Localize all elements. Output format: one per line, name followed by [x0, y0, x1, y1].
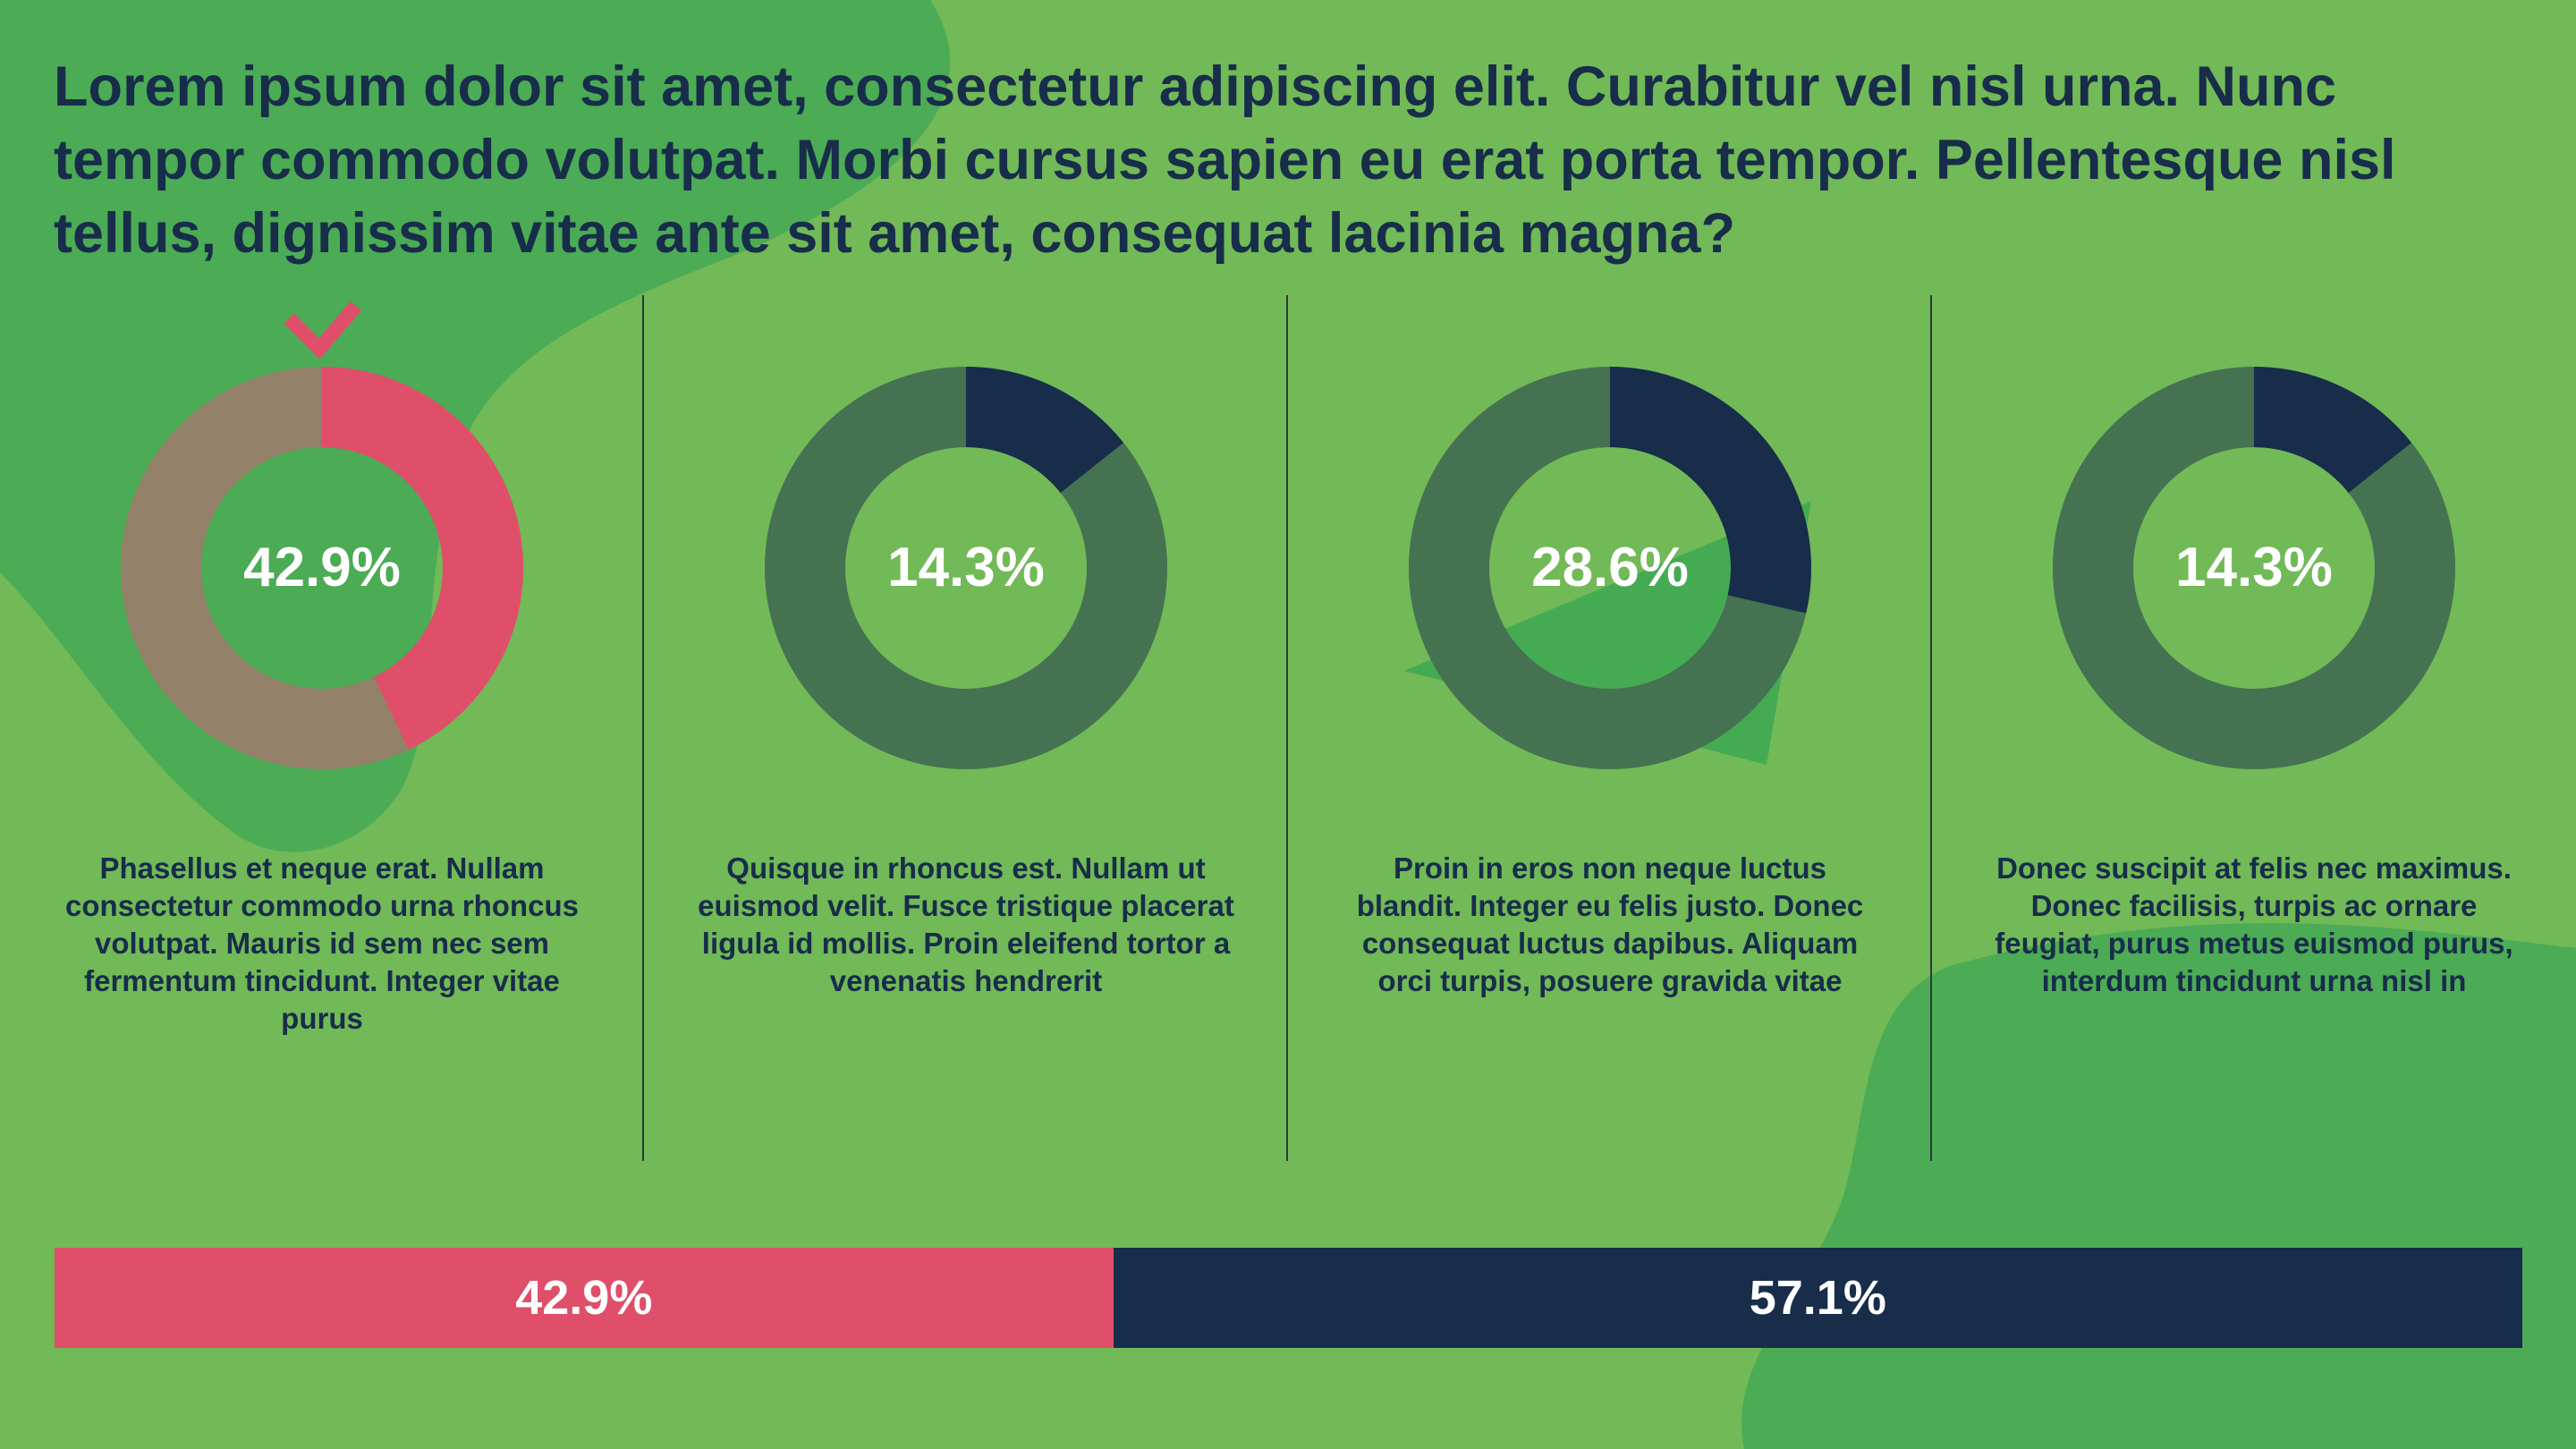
checkmark-icon — [284, 301, 362, 360]
background-blob-left — [0, 0, 951, 852]
column-divider — [1286, 295, 1288, 1161]
column-divider — [642, 295, 644, 1161]
donut-value-arc — [765, 367, 1167, 769]
donut-chart — [121, 367, 523, 769]
stacked-result-bar: 42.9% 57.1% — [55, 1248, 2522, 1348]
donut-value-arc — [2053, 367, 2455, 769]
donut-percent-label: 14.3% — [887, 537, 1045, 598]
question-title: Lorem ipsum dolor sit amet, consectetur … — [54, 55, 2396, 265]
option-text: Donec suscipit at felis nec maximus. Don… — [1995, 852, 2513, 997]
donut-percent-label: 14.3% — [2175, 537, 2333, 598]
donut-value-arc — [121, 367, 523, 769]
option-panel-1: 42.9% Phasellus et neque erat. Nullam co… — [0, 301, 644, 1118]
column-divider — [1930, 295, 1932, 1161]
option-panel-2: 14.3% Quisque in rhoncus est. Nullam ut … — [644, 367, 1288, 1118]
donut-chart — [765, 367, 1167, 769]
option-panel-4: 14.3% Donec suscipit at felis nec maximu… — [1932, 367, 2576, 1118]
donut-chart — [1409, 367, 1811, 769]
option-text: Proin in eros non neque luctus blandit. … — [1356, 852, 1864, 997]
option-panel-3: 28.6% Proin in eros non neque luctus bla… — [1288, 367, 1932, 1118]
donut-percent-label: 42.9% — [243, 537, 401, 598]
donut-value-arc — [1409, 367, 1811, 769]
bar-segment-incorrect: 57.1% — [1113, 1248, 2522, 1348]
option-text: Phasellus et neque erat. Nullam consecte… — [65, 852, 579, 1035]
bar-segment-correct: 42.9% — [55, 1248, 1114, 1348]
donut-chart — [2053, 367, 2455, 769]
donut-percent-label: 28.6% — [1531, 537, 1689, 598]
option-text: Quisque in rhoncus est. Nullam ut euismo… — [698, 852, 1234, 997]
